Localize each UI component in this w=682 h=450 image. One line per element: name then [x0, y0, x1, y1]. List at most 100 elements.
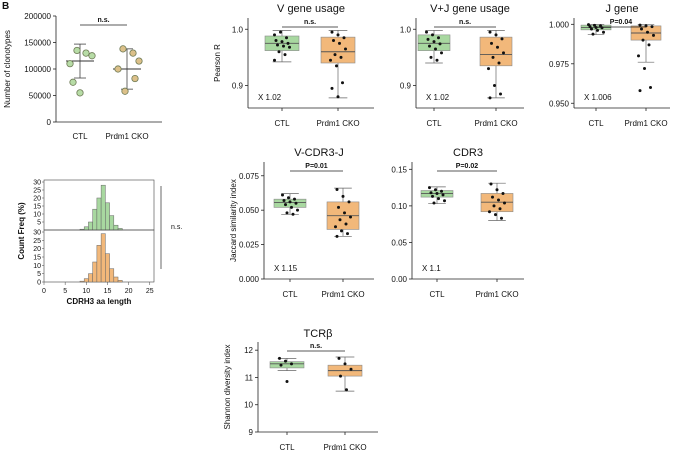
clonotypes-xtick-label: CTL — [72, 132, 88, 141]
j_gene-point — [591, 32, 595, 36]
v_gene-point — [288, 45, 291, 49]
vj_gene-point — [431, 33, 434, 37]
cdr3-point — [503, 201, 506, 205]
v_gene-point — [273, 58, 276, 62]
tcrb-sig-label: n.s. — [310, 343, 322, 350]
cdrh3-bar-ctl — [109, 215, 115, 231]
vj_gene-point — [500, 37, 504, 41]
cdrh3-xtick-label: 15 — [104, 288, 112, 295]
v_gene-point — [285, 36, 288, 40]
j_gene-point — [594, 25, 598, 29]
vj_gene-box-cko — [479, 36, 513, 67]
vj_gene-point — [497, 61, 501, 65]
vj_gene-title: V+J gene usage — [430, 3, 510, 15]
vj_gene-point — [494, 33, 498, 37]
cdrh3-bar-ctl — [96, 197, 102, 231]
cdr3-point — [432, 201, 436, 205]
cdrh3-ylabel: Count Freq (%) — [17, 202, 26, 260]
vj_gene-point — [437, 36, 440, 40]
tcrb-box-ctl — [269, 361, 305, 369]
v_gene-point — [279, 30, 282, 34]
cdr3-ytick-label: 0.15 — [391, 165, 407, 174]
v_gene-xtick-label: CTL — [274, 119, 290, 128]
clonotypes-point — [135, 57, 143, 65]
j_gene-point — [588, 25, 592, 29]
cdr3-point — [498, 207, 502, 211]
j_gene-point — [593, 23, 596, 27]
vcdr3j-point — [282, 199, 286, 203]
v_gene-ytick-label: 0.9 — [232, 82, 244, 91]
vcdr3j-point — [335, 188, 339, 192]
tcrb-point — [345, 388, 348, 392]
cdrh3-ytick-label: 25 — [33, 188, 41, 195]
panel-label: B — [2, 1, 9, 12]
cdrh3-ytick-label: 20 — [33, 196, 41, 203]
v_gene-point — [330, 86, 334, 90]
vcdr3j-point — [346, 232, 349, 236]
cdrh3-ytick-label: 15 — [33, 255, 41, 262]
cdr3-point — [494, 213, 497, 217]
v_gene-point — [280, 40, 284, 44]
vcdr3j-ytick-label: 0.000 — [239, 275, 260, 284]
clonotypes-ytick-label: 50000 — [29, 92, 52, 101]
vj_gene-point — [487, 67, 490, 71]
cdr3-point — [440, 189, 443, 193]
vj_gene-point — [491, 55, 495, 59]
vj_gene-xtick-label: CTL — [426, 119, 442, 128]
v_gene-point — [335, 64, 338, 68]
vj_gene-point — [490, 41, 493, 45]
cdr3-ytick-label: 0.05 — [391, 238, 407, 247]
cdr3-point — [435, 191, 439, 195]
cdr3-point — [492, 204, 496, 208]
vcdr3j-ylabel: Jaccard similarity index — [229, 179, 238, 262]
vj_gene-fold-annotation: X 1.02 — [426, 93, 450, 102]
j_gene-point — [602, 30, 605, 34]
j_gene-xtick-label: Prdm1 CKO — [624, 119, 667, 128]
vcdr3j-point — [284, 203, 287, 207]
cdr3-point — [500, 216, 503, 220]
cdrh3-bar-ctl — [92, 208, 98, 231]
tcrb-point — [285, 380, 289, 384]
vcdr3j-point — [349, 215, 352, 219]
tcrb-title: TCRβ — [304, 328, 333, 340]
j_gene-point — [646, 30, 649, 34]
cdrh3-bar-ctl — [88, 221, 93, 231]
vcdr3j-point — [296, 208, 299, 212]
cdrh3-ytick-label: 25 — [33, 238, 41, 245]
tcrb-point — [343, 362, 347, 366]
vj_gene-xtick-label: Prdm1 CKO — [474, 119, 517, 128]
cdrh3-bar-cko — [83, 278, 89, 283]
clonotypes-point — [121, 87, 129, 95]
tcrb-xtick-label: CTL — [279, 443, 295, 450]
cdrh3-ytick-label: 30 — [33, 230, 41, 237]
v_gene-point — [344, 47, 347, 51]
v_gene-point — [277, 50, 281, 54]
v_gene-point — [339, 55, 343, 59]
clonotypes-sig-label: n.s. — [97, 17, 109, 24]
cdr3-sig-label: P=0.02 — [456, 163, 478, 170]
j_gene-point — [649, 85, 652, 89]
cdrh3-ytick-label: 20 — [33, 246, 41, 253]
cdr3-point — [441, 193, 445, 197]
j_gene-point — [647, 43, 651, 47]
cdrh3-bar-ctl — [83, 226, 89, 231]
v_gene-point — [276, 43, 279, 47]
cdr3-xtick-label: Prdm1 CKO — [475, 290, 518, 299]
tcrb-point — [337, 356, 341, 360]
v_gene-ytick-label: 1.0 — [232, 25, 244, 34]
j_gene-ytick-label: 0.950 — [549, 99, 570, 108]
cdrh3-ytick-label: 15 — [33, 204, 41, 211]
cdr3-point — [497, 198, 500, 202]
cdrh3-bar-cko — [79, 280, 85, 283]
tcrb-ylabel: Shannon diversity index — [223, 345, 232, 430]
vj_gene-point — [425, 30, 428, 34]
vj_gene-point — [499, 92, 502, 96]
vj_gene-point — [440, 51, 443, 55]
v_gene-point — [283, 53, 287, 57]
vcdr3j-point — [291, 212, 295, 216]
j_gene-point — [596, 28, 599, 32]
vj_gene-ytick-label: 0.9 — [400, 82, 412, 91]
v_gene-title: V gene usage — [277, 3, 345, 15]
j_gene-point — [652, 33, 655, 37]
